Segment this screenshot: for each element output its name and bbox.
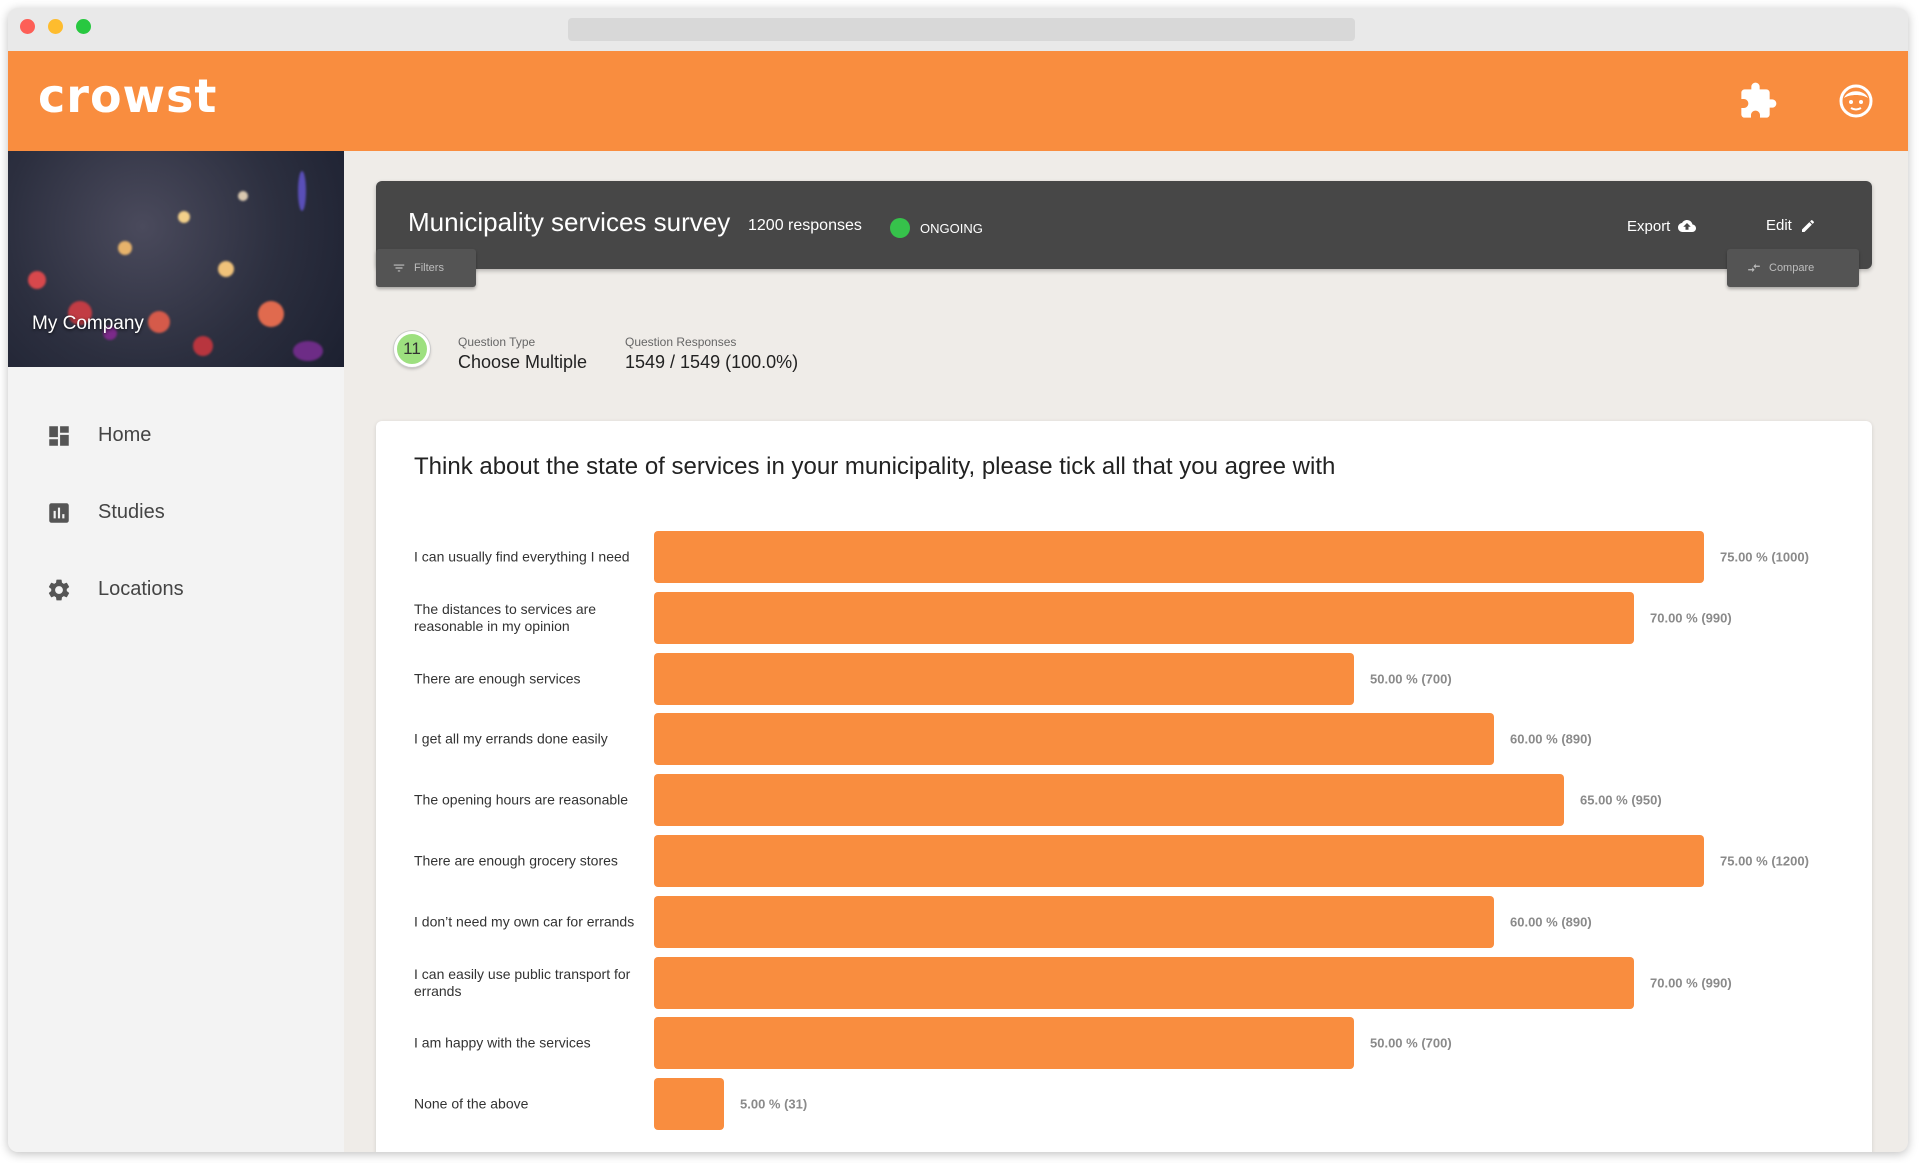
bar-value-label: 75.00 % (1000) — [1720, 549, 1809, 565]
pencil-icon — [1801, 219, 1814, 232]
chart-row: There are enough grocery stores 75.00 % (… — [376, 835, 1872, 887]
title-bar — [8, 8, 1908, 51]
question-title: Think about the state of services in you… — [414, 453, 1336, 480]
bar-label: I don’t need my own car for errands — [414, 913, 635, 930]
maximize-window-button[interactable] — [76, 19, 91, 34]
bar[interactable] — [654, 591, 1634, 644]
chart-row: The opening hours are reasonable 65.00 % … — [376, 774, 1872, 827]
sidebar-item-label: Home — [98, 424, 152, 446]
app-header: crowst — [8, 51, 1908, 151]
chart-row: None of the above 5.00 % (31) — [376, 1078, 1872, 1131]
question-type-label: Question Type — [458, 335, 536, 349]
bar-label: I can easily use public transport for er… — [414, 965, 631, 999]
bar-value-label: 60.00 % (890) — [1510, 914, 1592, 930]
question-type-value: Choose Multiple — [458, 352, 588, 372]
edit-button[interactable]: Edit — [1766, 217, 1816, 234]
chart-row: I am happy with the services 50.00 % (700… — [376, 1017, 1872, 1070]
browser-window: crowst My Company — [8, 8, 1908, 1152]
export-label: Export — [1627, 217, 1671, 235]
chart-row: There are enough services 50.00 % (700) — [376, 652, 1872, 705]
chart-row: I can usually find everything I need 75.0… — [376, 531, 1872, 583]
bar-label: I am happy with the services — [414, 1034, 591, 1051]
bar-chart-icon — [46, 500, 72, 526]
sidebar-item-label: Locations — [98, 578, 184, 600]
sidebar-item-label: Studies — [98, 501, 165, 523]
edit-label: Edit — [1766, 217, 1792, 234]
bar-value-label: 50.00 % (700) — [1370, 1035, 1452, 1051]
bar-label: The distances to services are reasonable… — [414, 600, 597, 634]
bar[interactable] — [654, 956, 1634, 1009]
filter-icon — [393, 264, 405, 272]
bar[interactable] — [654, 774, 1564, 827]
question-responses-value: 1549 / 1549 (100.0%) — [625, 352, 799, 372]
cloud-upload-icon — [1678, 220, 1697, 232]
company-name: My Company — [32, 313, 144, 334]
company-banner[interactable]: My Company — [8, 151, 344, 367]
bar-value-label: 65.00 % (950) — [1580, 792, 1662, 808]
bar-label: I can usually find everything I need — [414, 548, 630, 565]
bar-value-label: 70.00 % (990) — [1650, 975, 1732, 991]
bar[interactable] — [654, 1017, 1354, 1070]
sidebar-item-studies[interactable]: Studies — [8, 474, 344, 551]
results-card: Think about the state of services in you… — [376, 421, 1872, 1152]
bar[interactable] — [654, 895, 1494, 948]
compare-icon — [1748, 263, 1760, 273]
close-window-button[interactable] — [20, 19, 35, 34]
filters-button[interactable]: Filters — [376, 249, 476, 287]
bar[interactable] — [654, 652, 1354, 705]
chart-row: I can easily use public transport for er… — [376, 956, 1872, 1009]
minimize-window-button[interactable] — [48, 19, 63, 34]
status-badge: ONGOING — [920, 221, 983, 236]
bar[interactable] — [654, 835, 1704, 887]
response-count: 1200 responses — [748, 217, 862, 234]
bar-label: None of the above — [414, 1095, 529, 1112]
bar-value-label: 5.00 % (31) — [740, 1096, 808, 1112]
puzzle-icon[interactable] — [1738, 81, 1778, 121]
gear-icon — [46, 577, 72, 603]
bar-value-label: 60.00 % (890) — [1510, 731, 1592, 747]
dashboard-icon — [46, 423, 72, 449]
question-number-badge: 11 — [394, 331, 430, 367]
filters-label: Filters — [414, 262, 444, 274]
bar-label: There are enough services — [414, 670, 581, 687]
sidebar-item-home[interactable]: Home — [8, 397, 344, 474]
chart-row: I don’t need my own car for errands 60.00… — [376, 895, 1872, 948]
survey-title: Municipality services survey — [408, 207, 731, 237]
bar-value-label: 50.00 % (700) — [1370, 671, 1452, 687]
compare-label: Compare — [1769, 262, 1815, 274]
face-icon[interactable] — [1836, 81, 1876, 121]
status-indicator — [890, 218, 910, 238]
chart-row: I get all my errands done easily 60.00 % … — [376, 713, 1872, 766]
export-button[interactable]: Export — [1627, 217, 1697, 235]
bar-label: There are enough grocery stores — [414, 852, 618, 869]
bar[interactable] — [654, 713, 1494, 766]
address-bar[interactable] — [568, 18, 1355, 41]
bar-value-label: 75.00 % (1200) — [1720, 853, 1809, 869]
compare-button[interactable]: Compare — [1727, 249, 1859, 287]
app-logo[interactable]: crowst — [38, 69, 218, 123]
bar-label: The opening hours are reasonable — [414, 791, 629, 808]
bar[interactable] — [654, 531, 1704, 583]
bar[interactable] — [654, 1078, 724, 1131]
chart-row: The distances to services are reasonable… — [376, 591, 1872, 644]
bar-value-label: 70.00 % (990) — [1650, 610, 1732, 626]
question-responses-label: Question Responses — [625, 335, 737, 349]
main-content: Municipality services survey 1200 respon… — [344, 151, 1908, 1152]
survey-header: Municipality services survey 1200 respon… — [376, 181, 1872, 269]
sidebar-nav: Home Studies Locations — [8, 397, 344, 628]
sidebar: My Company Home Studies Locations — [8, 151, 344, 1152]
bar-label: I get all my errands done easily — [414, 730, 608, 747]
sidebar-item-locations[interactable]: Locations — [8, 551, 344, 628]
